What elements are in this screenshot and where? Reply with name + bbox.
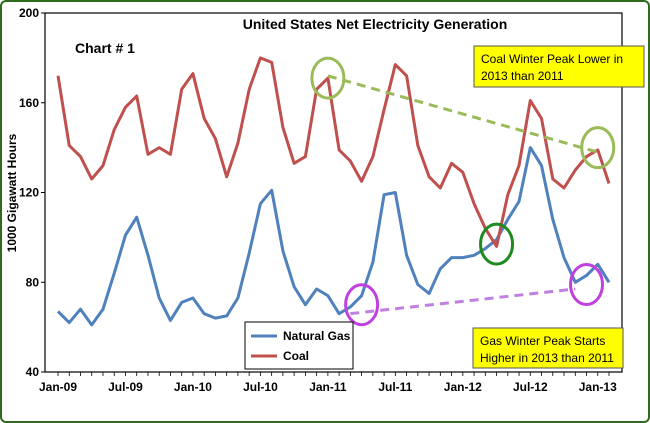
coal-note-box xyxy=(473,45,645,88)
y-axis-label: 1000 Gigawatt Hours xyxy=(5,133,19,252)
x-tick-label: Jan-12 xyxy=(444,380,482,394)
chart-title: United States Net Electricity Generation xyxy=(243,16,508,32)
highlight-circle xyxy=(310,56,346,100)
x-tick-label: Jul-12 xyxy=(513,380,548,394)
legend-entry: Coal xyxy=(283,349,309,363)
chart-number-label: Chart # 1 xyxy=(75,40,135,56)
y-tick-label: 40 xyxy=(26,365,40,379)
coal-note: Coal Winter Peak Lower in 2013 than 2011 xyxy=(473,45,645,88)
highlight-circle xyxy=(569,262,605,306)
gas-trend-line xyxy=(350,287,576,316)
legend-box xyxy=(244,321,354,370)
x-tick-label: Jul-09 xyxy=(108,380,143,394)
coal-note-line2: 2013 than 2011 xyxy=(481,69,564,83)
gas-note-line1: Gas Winter Peak Starts xyxy=(480,334,605,348)
annotations: Coal Winter Peak Lower in 2013 than 2011 G… xyxy=(310,45,645,369)
y-tick-label: 200 xyxy=(19,6,39,20)
series-lines xyxy=(56,56,611,327)
series-line-natural-gas xyxy=(56,146,611,327)
gas-note-box xyxy=(472,327,624,369)
gas-note-line2: Higher in 2013 than 2011 xyxy=(480,351,614,365)
axes: 40 80 120 160 200 Jan-09 Jul-09 Jan-10 Jul-10 Jan… xyxy=(19,6,623,394)
x-tick-label: Jul-10 xyxy=(243,380,278,394)
series-line-coal xyxy=(56,56,611,248)
highlight-circle xyxy=(479,222,515,266)
x-tick-label: Jan-11 xyxy=(309,380,347,394)
y-tick-label: 80 xyxy=(26,275,40,289)
y-tick-label: 120 xyxy=(19,186,39,200)
x-tick-label: Jan-13 xyxy=(579,380,617,394)
x-tick-label: Jan-10 xyxy=(174,380,212,394)
coal-trend-line xyxy=(327,74,599,154)
legend-entry: Natural Gas xyxy=(283,329,351,343)
gas-note: Gas Winter Peak Starts Higher in 2013 tha… xyxy=(472,327,624,369)
x-tick-label: Jul-11 xyxy=(378,380,412,394)
legend: Natural Gas Coal xyxy=(244,321,354,370)
highlight-circle xyxy=(344,283,380,327)
coal-note-line1: Coal Winter Peak Lower in xyxy=(481,52,623,66)
x-tick-label: Jan-09 xyxy=(39,380,77,394)
highlight-circle xyxy=(580,126,616,170)
y-tick-label: 160 xyxy=(19,96,39,110)
